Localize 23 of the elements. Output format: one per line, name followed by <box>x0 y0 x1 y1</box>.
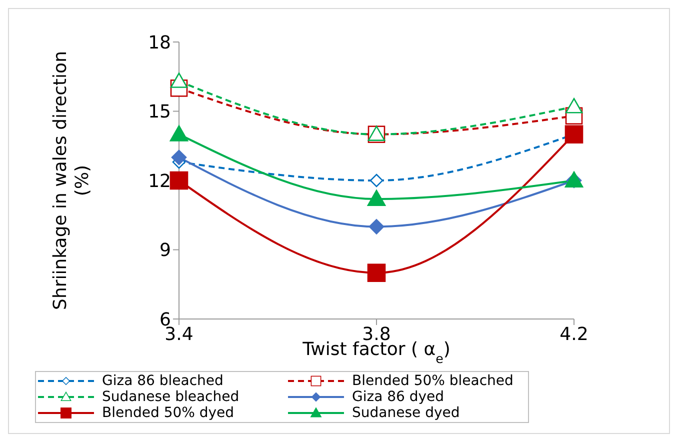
point <box>367 264 386 282</box>
point <box>170 171 188 190</box>
legend-label: Giza 86 dyed <box>352 389 444 405</box>
point <box>368 219 384 234</box>
legend-label: Blended 50% dyed <box>102 405 234 421</box>
y-tick-label: 18 <box>148 32 171 54</box>
point <box>367 190 386 206</box>
x-tick-label: 4.2 <box>560 324 588 345</box>
y-tick-label: 15 <box>148 102 171 123</box>
legend-label: Sudanese bleached <box>102 389 240 405</box>
legend-label: Giza 86 bleached <box>102 373 224 389</box>
point <box>170 125 188 142</box>
point <box>565 98 583 114</box>
y-axis-title: Shriinkage in wales direction (%) <box>50 51 93 310</box>
point <box>171 150 187 166</box>
y-tick-label: 12 <box>148 170 171 192</box>
legend-label: Sudanese dyed <box>352 405 460 421</box>
point <box>170 72 188 88</box>
point <box>564 125 584 144</box>
x-axis-title: Twist factor ( α$_{e}$) <box>302 339 450 366</box>
point <box>370 174 384 188</box>
y-tick-label: 9 <box>160 240 171 262</box>
legend-label: Blended 50% bleached <box>352 373 514 389</box>
